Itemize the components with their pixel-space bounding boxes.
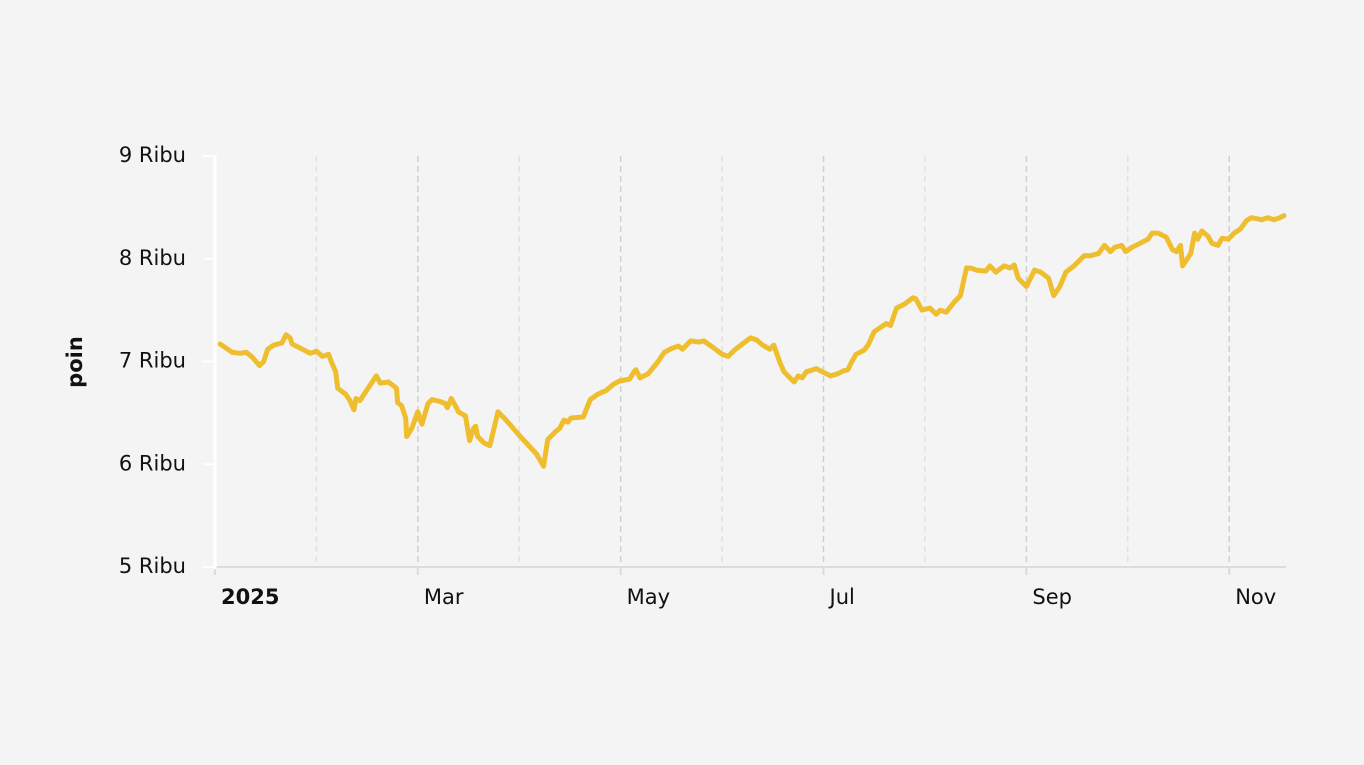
y-axis-label: poin — [63, 336, 87, 388]
x-tick-label: May — [627, 585, 670, 609]
y-tick-label: 5 Ribu — [119, 554, 186, 578]
x-tick-label: Sep — [1032, 585, 1072, 609]
x-tick-label: Jul — [828, 585, 855, 609]
data-line — [217, 213, 1287, 469]
x-tick-label: Mar — [424, 585, 464, 609]
x-tick-label: Nov — [1235, 585, 1276, 609]
y-tick-label: 6 Ribu — [119, 451, 186, 475]
y-tick-label: 9 Ribu — [119, 143, 186, 167]
x-tick-label: 2025 — [221, 585, 279, 609]
y-tick-label: 8 Ribu — [119, 246, 186, 270]
y-tick-label: 7 Ribu — [119, 349, 186, 373]
